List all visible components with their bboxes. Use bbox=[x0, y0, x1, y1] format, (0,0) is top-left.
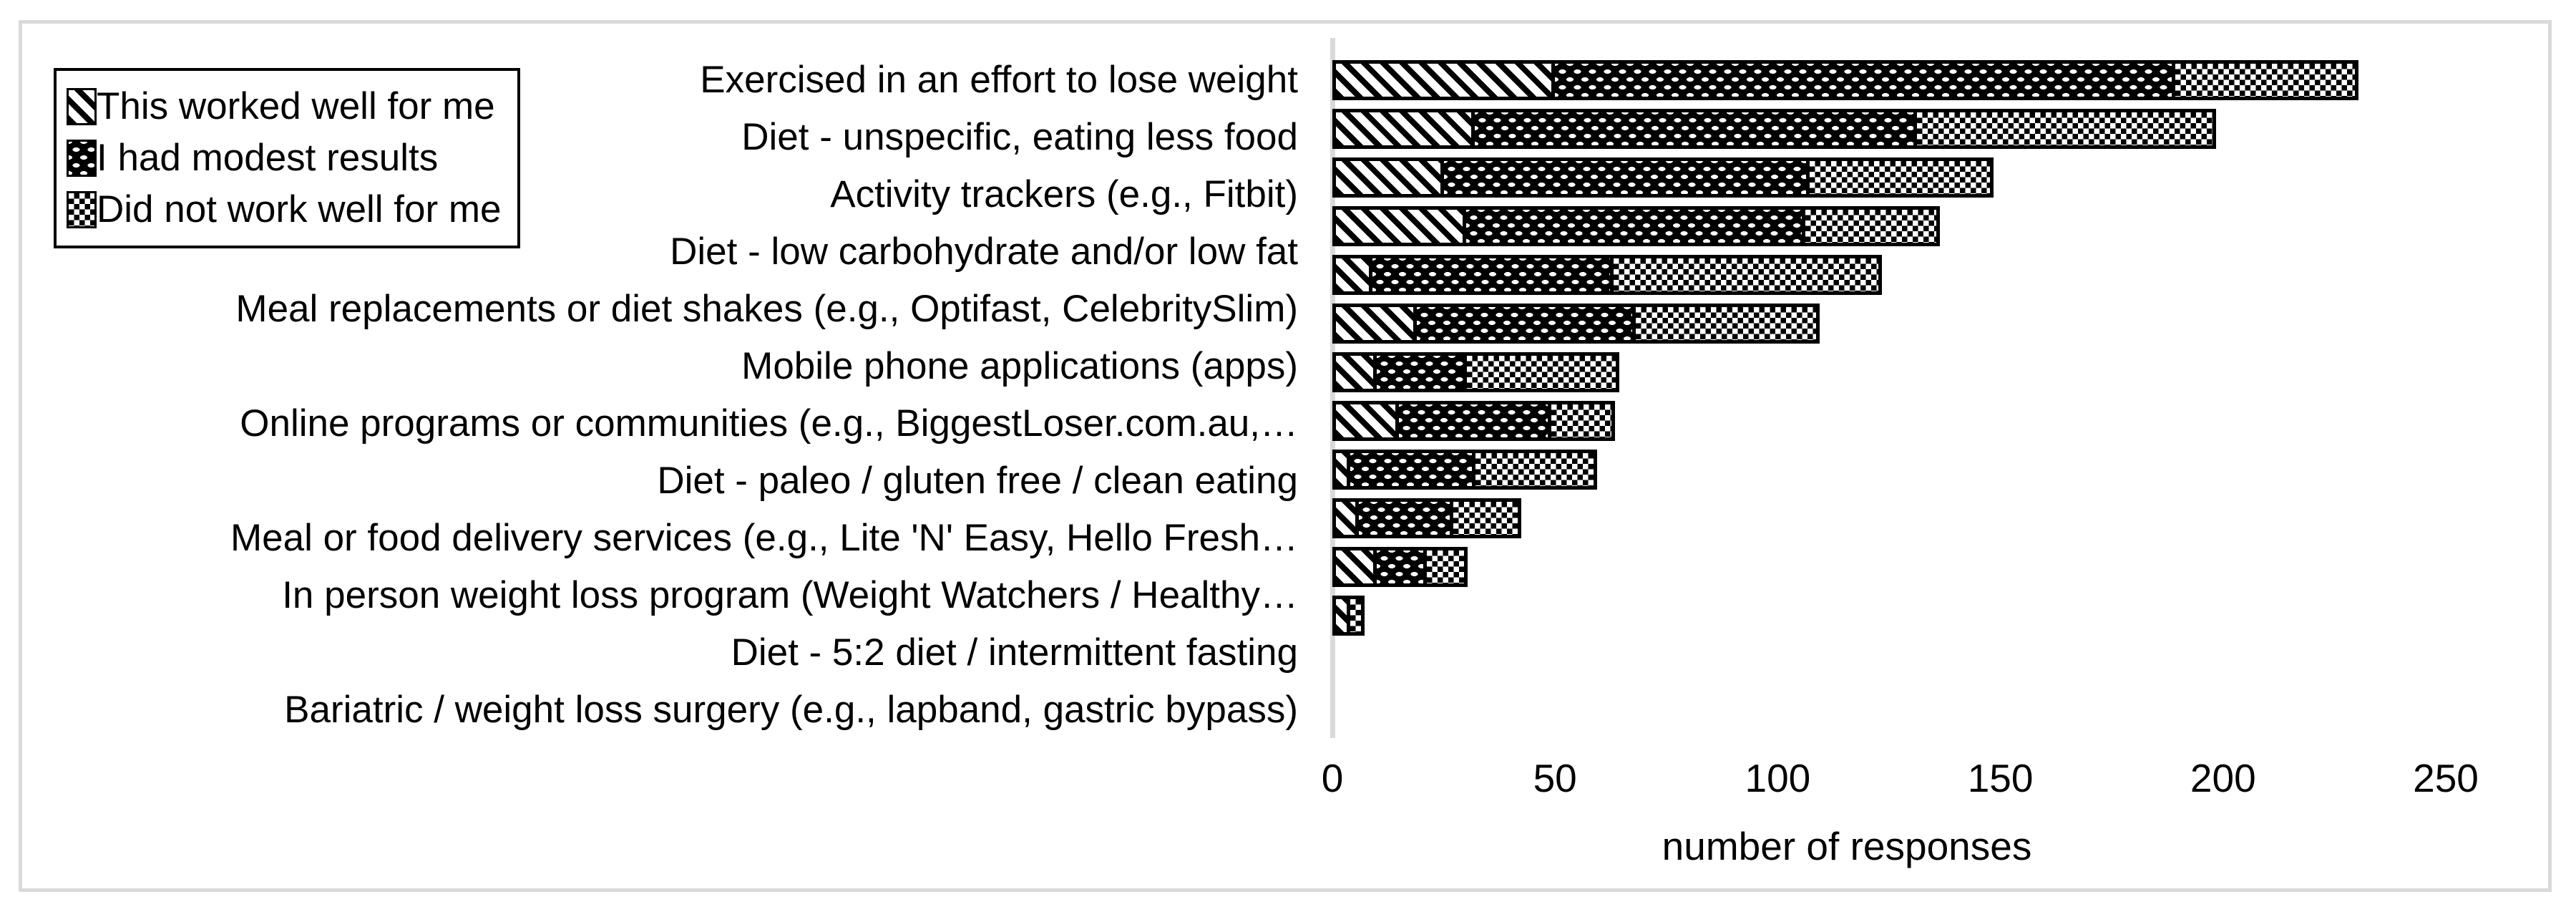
x-tick-label: 200 bbox=[2190, 756, 2256, 800]
bar-segment bbox=[1332, 352, 1377, 392]
legend-item-worked: This worked well for me bbox=[67, 81, 502, 132]
bar-row bbox=[1332, 157, 2358, 198]
bar-segment bbox=[1472, 450, 1597, 490]
bar-segment bbox=[1332, 255, 1373, 295]
x-tick-label: 250 bbox=[2413, 756, 2479, 800]
plot-area bbox=[1332, 52, 2358, 644]
bar-segment bbox=[1632, 304, 1820, 344]
category-label: Diet - low carbohydrate and/or low fat bbox=[670, 231, 1298, 273]
legend-label: Did not work well for me bbox=[97, 188, 502, 231]
bar-segment bbox=[1346, 450, 1476, 490]
x-tick-label: 50 bbox=[1533, 756, 1577, 800]
bar-row bbox=[1332, 60, 2358, 100]
bar-segment bbox=[1332, 109, 1475, 149]
bar-segment bbox=[1373, 352, 1467, 392]
category-axis-labels: Exercised in an effort to lose weight Die… bbox=[22, 52, 1298, 739]
category-label: Diet - unspecific, eating less food bbox=[741, 116, 1298, 158]
bar-segment bbox=[1462, 206, 1805, 246]
bar-segment bbox=[1395, 401, 1552, 441]
bar-row bbox=[1332, 304, 2358, 344]
bar-segment bbox=[1548, 401, 1615, 441]
bar-row bbox=[1332, 109, 2358, 149]
bar-row bbox=[1332, 352, 2358, 392]
bar-segment bbox=[1471, 109, 1917, 149]
bar-segment bbox=[1373, 547, 1427, 587]
white-dots-swatch-icon bbox=[67, 140, 97, 177]
legend-label: This worked well for me bbox=[97, 85, 495, 127]
bar-segment bbox=[1610, 255, 1882, 295]
category-label: Meal replacements or diet shakes (e.g., … bbox=[235, 288, 1298, 330]
chart-figure: This worked well for me I had modest res… bbox=[19, 20, 2552, 892]
bar-segment bbox=[1423, 547, 1468, 587]
legend-item-didnotwork: Did not work well for me bbox=[67, 184, 502, 236]
category-label: Diet - 5:2 diet / intermittent fasting bbox=[731, 631, 1298, 674]
bar-segment bbox=[1551, 60, 2175, 100]
bar-segment bbox=[1355, 498, 1454, 538]
category-label: Mobile phone applications (apps) bbox=[741, 345, 1298, 387]
bar-row bbox=[1332, 401, 2358, 441]
bar-segment bbox=[1346, 596, 1365, 636]
category-label: Online programs or communities (e.g., Bi… bbox=[240, 402, 1298, 445]
category-label: Activity trackers (e.g., Fitbit) bbox=[830, 173, 1298, 215]
bar-segment bbox=[1413, 304, 1636, 344]
x-axis-title: number of responses bbox=[1662, 824, 2032, 868]
checkerboard-swatch-icon bbox=[67, 191, 97, 228]
bar-segment bbox=[1332, 547, 1377, 587]
bar-segment bbox=[1332, 401, 1400, 441]
bar-row bbox=[1332, 547, 2358, 587]
bar-segment bbox=[1332, 304, 1418, 344]
bar-row bbox=[1332, 206, 2358, 246]
bar-segment bbox=[2171, 60, 2358, 100]
bar-segment bbox=[1440, 157, 1810, 198]
x-axis-ticks: 0 50 100 150 200 250 bbox=[22, 755, 2548, 805]
diagonal-hatch-swatch-icon bbox=[67, 88, 97, 125]
category-label: In person weight loss program (Weight Wa… bbox=[282, 574, 1298, 616]
category-label: Exercised in an effort to lose weight bbox=[700, 59, 1298, 101]
category-label: Meal or food delivery services (e.g., Li… bbox=[230, 517, 1298, 559]
bar-row bbox=[1332, 450, 2358, 490]
bar-segment bbox=[1913, 109, 2216, 149]
bar-segment bbox=[1332, 60, 1556, 100]
category-label: Bariatric / weight loss surgery (e.g., l… bbox=[284, 689, 1298, 731]
bar-row bbox=[1332, 255, 2358, 295]
bar-segment bbox=[1369, 255, 1614, 295]
category-label: Diet - paleo / gluten free / clean eatin… bbox=[657, 460, 1298, 502]
bar-segment bbox=[1332, 206, 1466, 246]
bar-segment bbox=[1463, 352, 1619, 392]
bar-row bbox=[1332, 498, 2358, 538]
x-tick-label: 0 bbox=[1321, 756, 1344, 800]
bar-segment bbox=[1806, 157, 1994, 198]
legend-item-modest: I had modest results bbox=[67, 132, 502, 184]
bar-segment bbox=[1801, 206, 1940, 246]
legend-label: I had modest results bbox=[97, 137, 439, 179]
x-tick-label: 100 bbox=[1745, 756, 1811, 800]
x-tick-label: 150 bbox=[1967, 756, 2034, 800]
bar-row bbox=[1332, 596, 2358, 636]
bar-segment bbox=[1450, 498, 1521, 538]
legend: This worked well for me I had modest res… bbox=[54, 68, 520, 248]
bar-segment bbox=[1332, 157, 1444, 198]
